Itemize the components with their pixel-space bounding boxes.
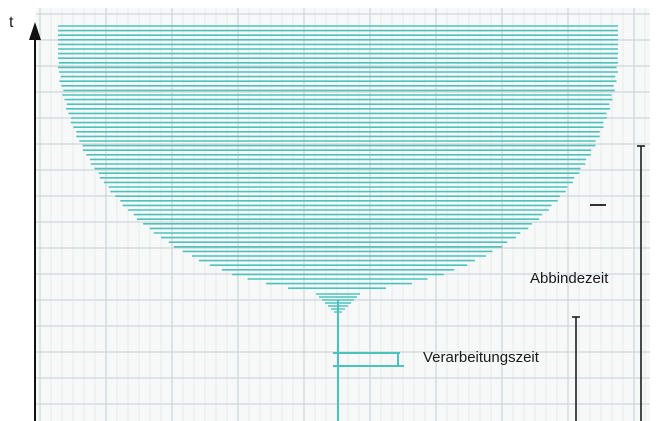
working-time-label: Verarbeitungszeit	[423, 349, 539, 366]
time-axis-arrow-icon	[29, 22, 41, 40]
oscillation-trace	[58, 25, 618, 313]
setting-time-label: Abbindezeit	[530, 270, 609, 287]
time-axis-label: t	[9, 14, 14, 31]
